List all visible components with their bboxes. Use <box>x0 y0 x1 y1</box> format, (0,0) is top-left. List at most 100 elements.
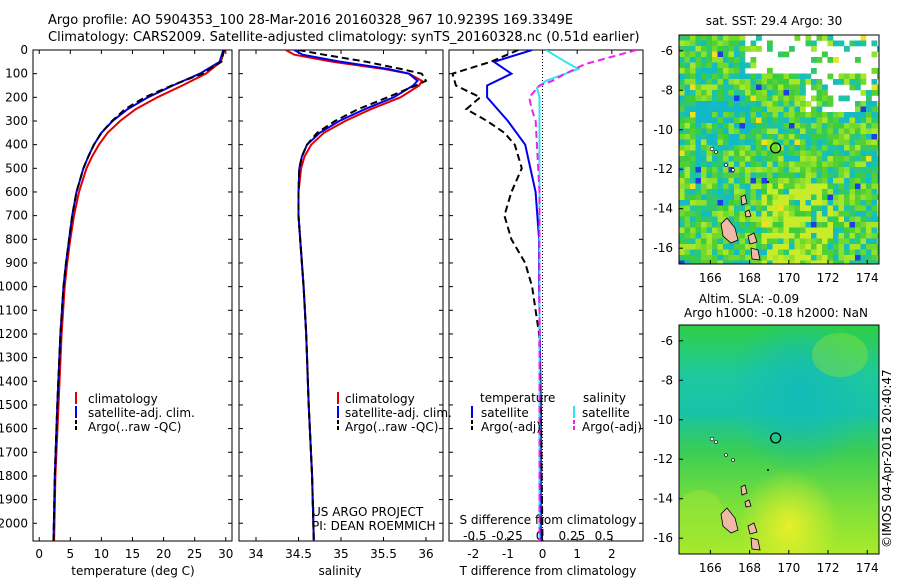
sst-cell <box>783 112 790 118</box>
sst-cell <box>778 172 784 179</box>
sst-cell <box>772 233 779 239</box>
sst-cell <box>778 222 784 228</box>
sst-cell <box>811 156 817 162</box>
sst-cell <box>789 46 795 52</box>
map-x-tick-label: 170 <box>777 561 800 575</box>
sst-cell <box>690 255 696 261</box>
sst-cell <box>855 84 861 91</box>
sst-map-title: sat. SST: 29.4 Argo: 30 <box>706 14 843 28</box>
sst-cell <box>794 183 801 190</box>
sst-cell <box>827 249 834 256</box>
sst-cell <box>844 244 850 250</box>
sst-cell <box>800 194 806 201</box>
sst-cell <box>778 123 784 129</box>
map-y-tick-label: -10 <box>653 123 673 137</box>
sst-cell <box>844 150 850 157</box>
sst-cell <box>789 260 795 264</box>
sst-cell <box>701 183 707 190</box>
sst-cell <box>860 211 867 217</box>
sst-cell <box>767 84 773 91</box>
sst-cell <box>866 200 872 206</box>
sst-cell <box>838 95 845 102</box>
sst-cell <box>690 178 696 184</box>
sst-cell <box>838 134 845 140</box>
sst-cell <box>794 95 801 102</box>
sst-cell <box>767 161 773 168</box>
sst-cell <box>690 106 696 113</box>
sst-cell <box>701 200 707 206</box>
sst-cell <box>866 123 872 129</box>
sst-cell <box>701 161 707 168</box>
sst-cell <box>767 90 773 96</box>
sst-cell <box>838 249 845 256</box>
sst-cell <box>717 233 724 239</box>
sst-cell <box>800 216 806 223</box>
sst-cell <box>855 249 861 256</box>
y-tick-label: 1000 <box>0 280 28 294</box>
sst-cell <box>794 134 801 140</box>
sst-cell <box>800 139 806 146</box>
x-tick-label: 25 <box>187 547 202 561</box>
salinity-xlabel: salinity <box>318 564 361 578</box>
sst-cell <box>706 150 713 157</box>
sst-cell <box>723 73 729 80</box>
sst-cell <box>811 79 817 85</box>
sst-cell <box>728 79 735 85</box>
sst-cell <box>838 244 845 250</box>
sst-cell <box>706 222 713 228</box>
sst-cell <box>723 145 729 151</box>
sst-cell <box>745 79 751 85</box>
sst-cell <box>871 205 878 212</box>
sst-cell <box>690 238 696 245</box>
sst-cell <box>849 183 856 190</box>
sst-cell <box>734 62 740 69</box>
sst-cell <box>728 189 735 195</box>
sst-cell <box>855 139 861 146</box>
sst-cell <box>789 95 795 102</box>
sst-cell <box>816 128 823 135</box>
sst-cell <box>756 95 762 102</box>
sst-cell <box>811 222 817 228</box>
sst-cell <box>816 106 823 113</box>
sst-cell <box>712 106 718 113</box>
sst-cell <box>811 178 817 184</box>
sst-cell <box>816 123 823 129</box>
sst-cell <box>723 249 729 256</box>
sst-cell <box>816 178 823 184</box>
sst-cell <box>866 101 872 107</box>
sst-cell <box>750 167 757 173</box>
sst-cell <box>717 95 724 102</box>
sst-cell <box>734 123 740 129</box>
sst-cell <box>871 260 878 264</box>
sst-cell <box>695 200 702 206</box>
sst-cell <box>849 222 856 228</box>
sst-cell <box>794 200 801 206</box>
argo-position-markers <box>770 142 782 444</box>
sst-cell <box>860 183 867 190</box>
sst-cell <box>789 101 795 107</box>
series-argo-raw-qc- <box>297 50 428 541</box>
sst-cell <box>778 79 784 85</box>
top-x-tick-label: 0.5 <box>595 529 614 543</box>
sst-cell <box>871 216 878 223</box>
sst-cell <box>838 73 845 80</box>
sst-cell <box>866 260 872 264</box>
sst-cell <box>871 40 878 47</box>
sst-cell <box>800 200 806 206</box>
sst-cell <box>789 73 795 80</box>
sst-cell <box>701 172 707 179</box>
sst-cell <box>690 35 696 41</box>
sst-cell <box>844 167 850 173</box>
sst-cell <box>701 156 707 162</box>
sst-cell <box>816 79 823 85</box>
sst-cell <box>822 167 828 173</box>
sst-cell <box>877 211 879 217</box>
sst-cell <box>816 238 823 245</box>
sst-cell <box>855 101 861 107</box>
sst-cell <box>767 128 773 135</box>
sst-cell <box>783 194 790 201</box>
sst-cell <box>855 156 861 162</box>
sst-cell <box>717 244 724 250</box>
sst-cell <box>833 172 839 179</box>
sst-cell <box>739 255 746 261</box>
